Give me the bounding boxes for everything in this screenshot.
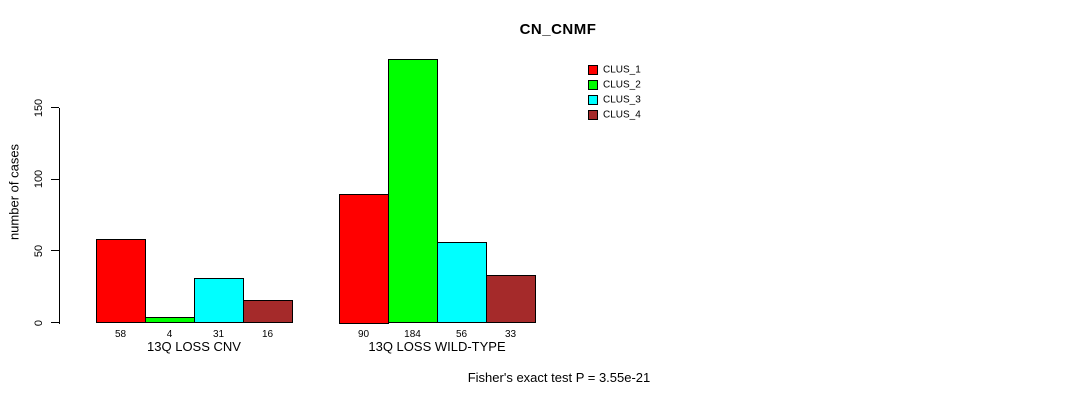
bar [194,278,244,324]
bar [145,316,195,324]
bar [388,58,438,324]
bar-value-label: 4 [166,329,173,340]
legend-swatch [588,65,598,75]
y-tick-label: 100 [33,169,45,189]
legend-swatch [588,80,598,90]
bar-value-label: 16 [261,329,274,340]
bar-value-label: 58 [114,329,127,340]
bar [243,299,293,324]
bar [437,242,487,324]
y-tick-mark [51,107,59,108]
y-axis-label: number of cases [6,143,22,241]
bar-value-label: 184 [404,329,421,340]
legend-swatch [588,110,598,120]
fisher-test-annotation: Fisher's exact test P = 3.55e-21 [467,370,651,385]
legend-label: CLUS_3 [603,94,641,106]
bar-value-label: 31 [212,329,225,340]
y-tick-label: 0 [33,319,45,326]
bar-value-label: 56 [455,329,468,340]
legend-label: CLUS_4 [603,109,641,121]
bar-value-label: 33 [504,329,517,340]
bar-value-label: 90 [357,329,370,340]
bar [96,239,146,324]
bar [339,193,389,324]
bar [486,275,536,324]
legend-label: CLUS_1 [603,64,641,76]
chart-title: CN_CNMF [519,21,597,38]
legend-label: CLUS_2 [603,79,641,91]
y-axis-line [59,107,60,324]
category-label: 13Q LOSS WILD-TYPE [368,339,506,354]
y-tick-mark [51,178,59,180]
y-tick-mark [51,250,59,252]
category-label: 13Q LOSS CNV [147,339,241,354]
y-tick-label: 50 [33,244,45,257]
y-tick-mark [51,322,59,323]
legend-swatch [588,95,598,105]
y-tick-label: 150 [33,98,45,117]
